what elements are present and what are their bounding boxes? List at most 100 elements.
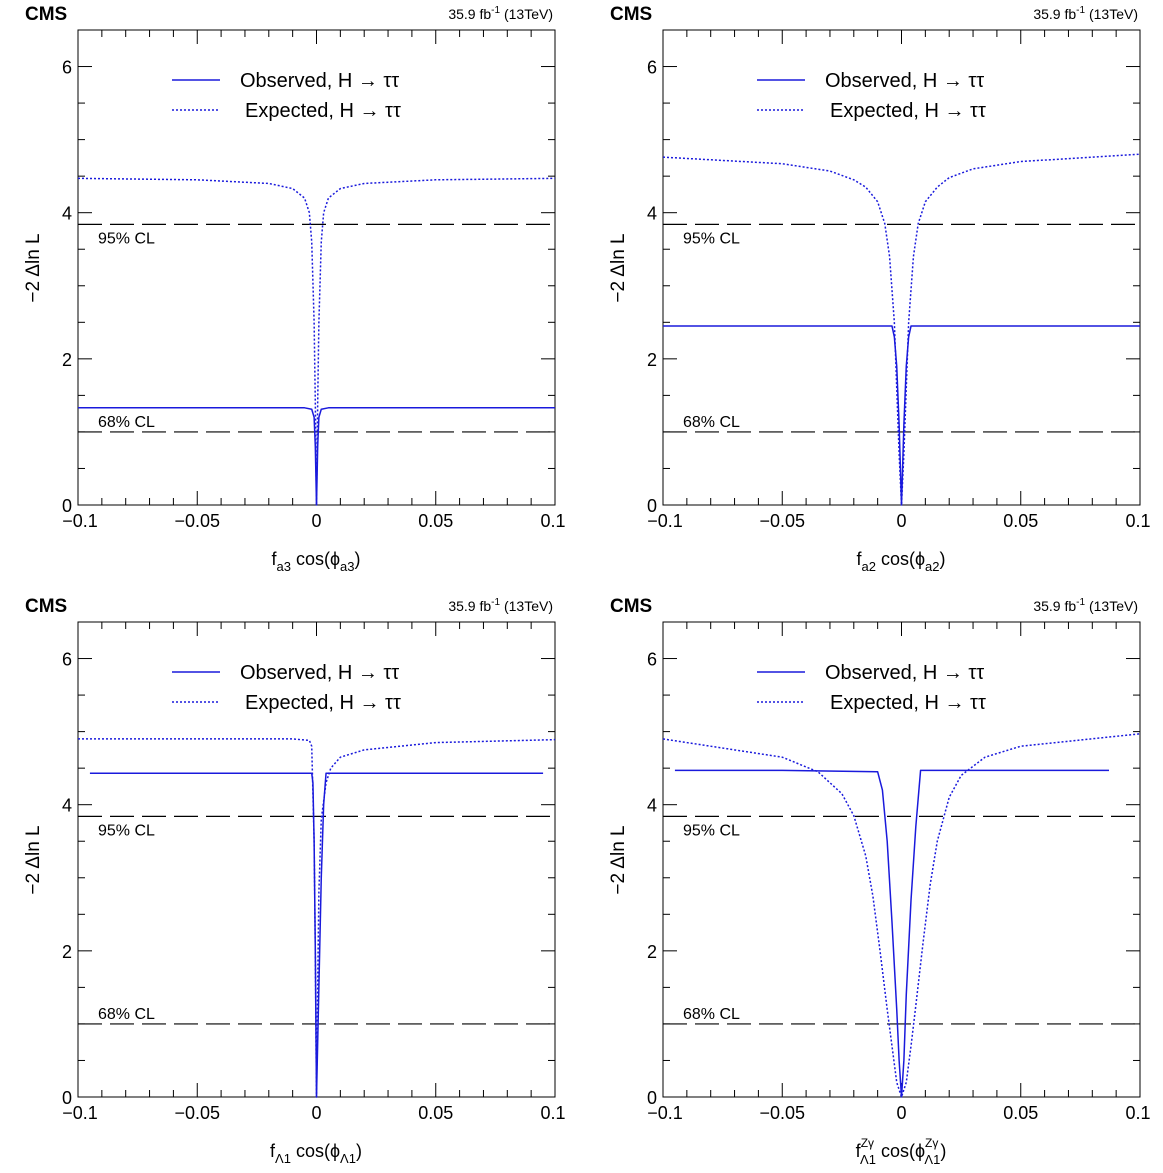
lumi-energy: (13TeV) xyxy=(1085,6,1138,22)
expected-curve xyxy=(78,738,556,1098)
y-tick-label: 4 xyxy=(62,204,72,224)
x-tick-label: −0.05 xyxy=(174,511,220,531)
y-tick-label: 4 xyxy=(62,796,72,816)
y-tick-label: 4 xyxy=(647,796,657,816)
expected-curve xyxy=(77,177,556,506)
x-label-close: ) xyxy=(940,549,946,569)
lumi-energy: (13TeV) xyxy=(1085,598,1138,614)
x-tick-label: 0.05 xyxy=(418,1103,453,1123)
y-tick-label: 0 xyxy=(62,1088,72,1108)
x-axis-label: fZγ Λ1 cos(ϕZγ Λ1) xyxy=(856,1136,947,1167)
luminosity-label: 35.9 fb-1 (13TeV) xyxy=(1033,597,1138,614)
legend: Observed, H → ττ Expected, H → ττ xyxy=(757,662,986,714)
observed-curve xyxy=(663,325,1140,506)
x-label-sub2: a3 xyxy=(340,559,354,574)
x-tick-label: 0 xyxy=(896,511,906,531)
y-axis-label: −2 Δln L xyxy=(608,825,629,894)
panel-3: CMS 35.9 fb-1 (13TeV) −0.1 −0.05 0 0.05 0.1 0 2 4… xyxy=(23,596,566,1166)
cl68-label: 68% CL xyxy=(98,1006,155,1023)
x-axis-label: fa3 cos(ϕa3) xyxy=(271,549,360,574)
lumi-energy: (13TeV) xyxy=(500,598,553,614)
y-tick-label: 4 xyxy=(647,204,657,224)
x-axis: −0.1 −0.05 0 0.05 0.1 xyxy=(647,622,1151,1123)
x-label-sub: a3 xyxy=(276,559,290,574)
x-label-cos: cos(ϕ xyxy=(876,549,925,569)
x-tick-label: −0.1 xyxy=(647,1103,683,1123)
observed-curve xyxy=(674,769,1109,1098)
lumi-exponent: -1 xyxy=(491,597,500,608)
observed-curve xyxy=(78,407,555,506)
y-tick-label: 2 xyxy=(62,942,72,962)
x-label-cos: cos(ϕ xyxy=(291,549,340,569)
legend-expected-label: Expected, H → ττ xyxy=(830,692,986,714)
lumi-value: 35.9 fb xyxy=(1033,598,1076,614)
y-tick-label: 6 xyxy=(62,58,72,78)
experiment-label: CMS xyxy=(25,4,67,25)
x-axis-label: fΛ1 cos(ϕΛ1) xyxy=(270,1141,362,1166)
x-label-sup: Zγ xyxy=(861,1136,874,1150)
legend-observed-label: Observed, H → ττ xyxy=(825,662,984,684)
legend-observed-label: Observed, H → ττ xyxy=(240,70,399,92)
x-label-f: f xyxy=(271,549,277,569)
x-tick-label: 0.05 xyxy=(1003,1103,1038,1123)
x-tick-label: 0.1 xyxy=(540,1103,565,1123)
luminosity-label: 35.9 fb-1 (13TeV) xyxy=(448,597,553,614)
y-axis-label: −2 Δln L xyxy=(23,825,44,894)
y-tick-label: 6 xyxy=(647,650,657,670)
cl68-label: 68% CL xyxy=(98,414,155,431)
panel-4: CMS 35.9 fb-1 (13TeV) −0.1 −0.05 0 0.05 0.1 0 2 4… xyxy=(608,596,1151,1167)
cl95-label: 95% CL xyxy=(98,822,155,839)
experiment-label: CMS xyxy=(25,596,67,617)
x-axis: −0.1 −0.05 0 0.05 0.1 xyxy=(647,30,1151,531)
x-label-f: f xyxy=(856,549,862,569)
luminosity-label: 35.9 fb-1 (13TeV) xyxy=(448,5,553,22)
y-axis-label: −2 Δln L xyxy=(608,233,629,302)
panel-2: CMS 35.9 fb-1 (13TeV) −0.1 −0.05 0 0.05 0.1 0 2 4… xyxy=(608,4,1151,574)
x-tick-label: 0.05 xyxy=(418,511,453,531)
cl68-label: 68% CL xyxy=(683,414,740,431)
x-tick-label: −0.1 xyxy=(62,511,98,531)
x-label-close: ) xyxy=(355,549,361,569)
lumi-value: 35.9 fb xyxy=(448,598,491,614)
cl95-label: 95% CL xyxy=(98,230,155,247)
legend: Observed, H → ττ Expected, H → ττ xyxy=(757,70,986,122)
lumi-value: 35.9 fb xyxy=(448,6,491,22)
experiment-label: CMS xyxy=(610,596,652,617)
x-tick-label: −0.1 xyxy=(62,1103,98,1123)
y-axis: 0 2 4 6 xyxy=(62,29,555,516)
x-tick-label: −0.05 xyxy=(759,511,805,531)
legend-observed-label: Observed, H → ττ xyxy=(825,70,984,92)
legend-expected-label: Expected, H → ττ xyxy=(245,692,401,714)
legend-expected-label: Expected, H → ττ xyxy=(245,100,401,122)
y-tick-label: 2 xyxy=(647,942,657,962)
lumi-exponent: -1 xyxy=(1076,5,1085,16)
y-axis: 0 2 4 6 xyxy=(62,621,555,1108)
x-tick-label: 0 xyxy=(896,1103,906,1123)
expected-curve xyxy=(662,733,1141,1098)
x-label-sub2: Λ1 xyxy=(340,1151,356,1166)
lumi-exponent: -1 xyxy=(491,5,500,16)
x-label-f: f xyxy=(856,1141,862,1161)
cl95-label: 95% CL xyxy=(683,230,740,247)
y-axis-label: −2 Δln L xyxy=(23,233,44,302)
x-tick-label: 0.05 xyxy=(1003,511,1038,531)
x-label-sub2: Λ1 xyxy=(924,1152,940,1167)
luminosity-label: 35.9 fb-1 (13TeV) xyxy=(1033,5,1138,22)
y-tick-label: 0 xyxy=(647,1088,657,1108)
y-tick-label: 2 xyxy=(647,350,657,370)
cl95-label: 95% CL xyxy=(683,822,740,839)
x-tick-label: 0 xyxy=(311,511,321,531)
x-tick-label: −0.1 xyxy=(647,511,683,531)
expected-curve xyxy=(662,153,1141,506)
y-tick-label: 6 xyxy=(62,650,72,670)
x-tick-label: 0.1 xyxy=(1125,511,1150,531)
x-label-sub: Λ1 xyxy=(860,1152,876,1167)
x-label-f: f xyxy=(270,1141,276,1161)
y-tick-label: 2 xyxy=(62,350,72,370)
legend-expected-label: Expected, H → ττ xyxy=(830,100,986,122)
experiment-label: CMS xyxy=(610,4,652,25)
lumi-exponent: -1 xyxy=(1076,597,1085,608)
x-label-close: ) xyxy=(356,1141,362,1161)
x-label-cos: cos(ϕ xyxy=(876,1141,925,1161)
